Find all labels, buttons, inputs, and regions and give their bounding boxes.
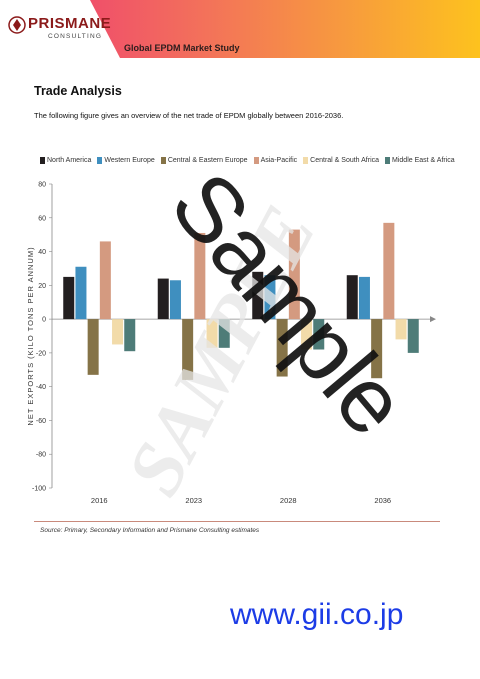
y-tick-label: -20: [36, 350, 46, 357]
bar-asia-pacific: [383, 222, 395, 320]
y-tick-label: 80: [38, 182, 46, 189]
legend-label: Asia-Pacific: [260, 157, 298, 164]
y-tick-label: -40: [36, 384, 46, 391]
bar-north-america: [346, 275, 358, 320]
x-tick-label: 2016: [91, 496, 108, 505]
y-tick-label: 0: [42, 317, 46, 324]
y-tick-label: 40: [38, 249, 46, 256]
legend-swatch: [385, 157, 391, 164]
legend-label: Middle East & Africa: [392, 157, 455, 164]
footer-url-link[interactable]: www.gii.co.jp: [230, 598, 404, 631]
brand-subtitle: CONSULTING: [48, 33, 103, 40]
bar-asia-pacific: [99, 241, 111, 320]
bar-asia-pacific: [194, 232, 206, 320]
source-divider: [34, 521, 440, 522]
brand-name: PRISMANE: [28, 15, 112, 32]
study-title: Global EPDM Market Study: [124, 43, 240, 53]
bar-middle-east-africa: [218, 319, 230, 348]
bar-middle-east-africa: [124, 319, 136, 352]
legend-swatch: [160, 157, 166, 164]
bar-central-eastern-europe: [276, 319, 288, 377]
bar-western-europe: [358, 276, 370, 320]
bar-central-eastern-europe: [182, 319, 194, 380]
legend-item: Central & Eastern Europe: [160, 157, 248, 164]
bar-middle-east-africa: [313, 319, 325, 350]
legend-swatch: [40, 157, 45, 164]
legend-item: Middle East & Africa: [385, 157, 455, 164]
bar-central-south-africa: [301, 319, 313, 350]
bar-western-europe: [75, 266, 87, 320]
bar-western-europe: [169, 280, 181, 320]
bar-middle-east-africa: [407, 319, 419, 353]
y-tick-label: -100: [32, 486, 46, 493]
legend-label: North America: [47, 157, 92, 164]
prismane-logo-icon: [8, 16, 26, 34]
legend-item: Central & South Africa: [303, 157, 379, 164]
section-title: Trade Analysis: [34, 84, 122, 98]
bar-central-south-africa: [395, 319, 407, 340]
legend-swatch: [253, 157, 259, 164]
y-tick-label: 60: [38, 215, 46, 222]
bar-central-south-africa: [112, 319, 124, 345]
bar-north-america: [157, 278, 169, 320]
bar-north-america: [63, 276, 75, 320]
legend-item: North America: [40, 157, 91, 164]
y-tick-label: -60: [36, 418, 46, 425]
legend-label: Central & South Africa: [310, 157, 380, 164]
x-tick-label: 2028: [280, 496, 297, 505]
intro-text: The following figure gives an overview o…: [34, 111, 344, 120]
chart-legend: North America Western Europe Central & Eas…: [40, 157, 460, 164]
bar-western-europe: [264, 275, 276, 320]
y-axis-title: NET EXPORTS (KILO TONS PER ANNUM): [26, 246, 35, 425]
legend-item: Asia-Pacific: [253, 157, 298, 164]
legend-label: Central & Eastern Europe: [167, 157, 248, 164]
net-trade-bar-chart: 80 60 40 20 0 -20 -40 -60 -80 -100 NET EXPORTS (KI…: [26, 182, 436, 505]
bar-asia-pacific: [288, 229, 300, 320]
x-tick-label: 2023: [185, 496, 202, 505]
y-tick-label: -80: [36, 452, 46, 459]
y-tick-label: 20: [38, 283, 46, 290]
legend-swatch: [303, 157, 309, 164]
legend-swatch: [97, 157, 103, 164]
x-axis-arrow: [430, 316, 436, 323]
x-tick-label: 2036: [374, 496, 391, 505]
bar-central-eastern-europe: [371, 319, 383, 379]
source-note: Source: Primary, Secondary Information a…: [40, 527, 260, 534]
bar-central-eastern-europe: [87, 319, 99, 375]
header-gradient: [90, 0, 480, 58]
bar-central-south-africa: [206, 319, 218, 348]
legend-item: Western Europe: [97, 157, 155, 164]
legend-label: Western Europe: [104, 157, 155, 164]
header-banner: PRISMANE CONSULTING Global EPDM Market S…: [0, 0, 480, 58]
bar-north-america: [252, 271, 264, 320]
